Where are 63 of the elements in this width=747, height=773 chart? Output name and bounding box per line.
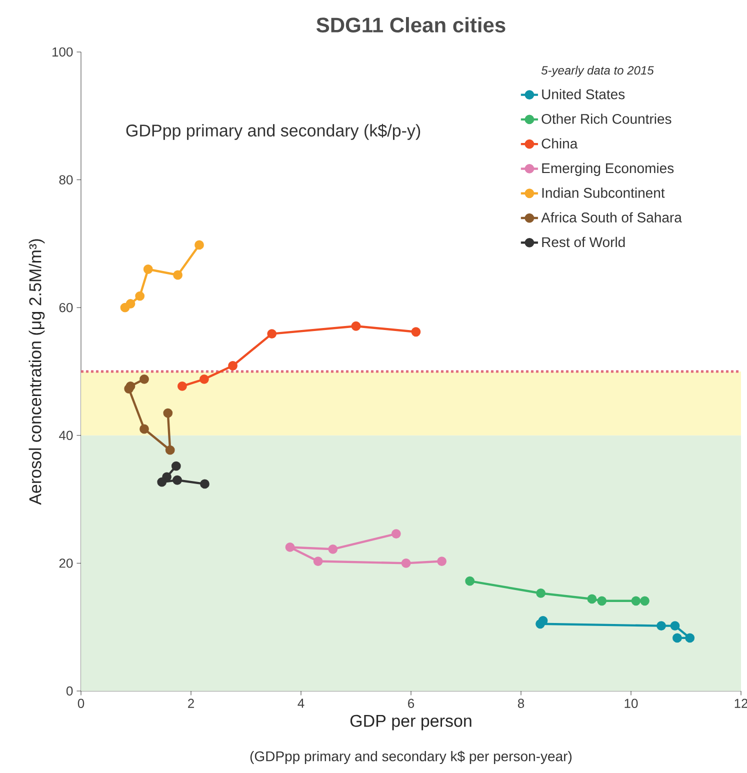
point — [587, 594, 597, 604]
x-tick-label: 6 — [408, 698, 414, 708]
point — [401, 558, 411, 568]
point — [465, 576, 475, 586]
legend-title: 5-yearly data to 2015 — [541, 66, 654, 77]
point — [140, 374, 149, 384]
x-tick-label: 2 — [188, 698, 194, 708]
legend-label: China — [542, 138, 578, 149]
point — [267, 329, 277, 338]
point — [200, 479, 210, 489]
point — [631, 596, 641, 606]
point — [437, 556, 447, 566]
legend-label: United States — [542, 88, 625, 100]
point — [157, 477, 167, 487]
y-tick-label: 0 — [66, 686, 73, 696]
point — [313, 556, 323, 566]
point — [656, 621, 666, 631]
legend-label: Emerging Economies — [542, 162, 674, 176]
point — [163, 408, 173, 418]
point — [536, 588, 546, 598]
point — [178, 381, 187, 391]
legend-label: Rest of World — [542, 236, 625, 248]
point — [640, 596, 650, 606]
point — [597, 596, 607, 606]
legend-label: Indian Subcontinent — [542, 188, 665, 198]
y-tick-label: 80 — [59, 175, 73, 184]
y-axis-title: Aerosol concentration (μg 2.5M/m³) — [28, 239, 45, 505]
point — [124, 384, 134, 394]
point — [285, 542, 295, 552]
x-tick-label: 10 — [624, 698, 638, 708]
legend-label: Africa South of Sahara — [541, 212, 682, 222]
legend-label: Other Rich Countries — [542, 114, 672, 124]
point — [162, 472, 172, 482]
point — [172, 475, 182, 485]
annotation: GDPpp primary and secondary (k$/p-y) — [126, 124, 420, 140]
y-tick-label: 100 — [52, 47, 73, 57]
point — [200, 374, 209, 384]
point — [173, 270, 182, 280]
point — [411, 327, 421, 337]
point — [328, 544, 338, 554]
chart-title: SDG11 Clean cities — [316, 17, 506, 32]
point — [228, 361, 238, 370]
point — [194, 240, 204, 250]
point — [171, 461, 181, 471]
y-tick-label: 60 — [59, 302, 73, 312]
y-tick-label: 20 — [59, 558, 73, 568]
point — [391, 529, 401, 539]
point — [135, 291, 145, 301]
point — [670, 621, 680, 631]
x-tick-label: 8 — [518, 698, 524, 708]
point — [685, 633, 695, 643]
x-tick-label: 0 — [78, 698, 84, 708]
point — [672, 633, 682, 643]
point — [351, 321, 361, 331]
point — [140, 424, 149, 434]
y-tick-label: 40 — [59, 430, 73, 440]
point — [536, 619, 545, 629]
point — [143, 264, 153, 274]
text: (GDPpp primary and secondary k$ per person-year) — [250, 750, 572, 764]
x-axis-title: GDP per person — [350, 714, 472, 730]
point — [165, 445, 175, 455]
point — [126, 299, 136, 308]
x-tick-label: 4 — [298, 698, 304, 708]
